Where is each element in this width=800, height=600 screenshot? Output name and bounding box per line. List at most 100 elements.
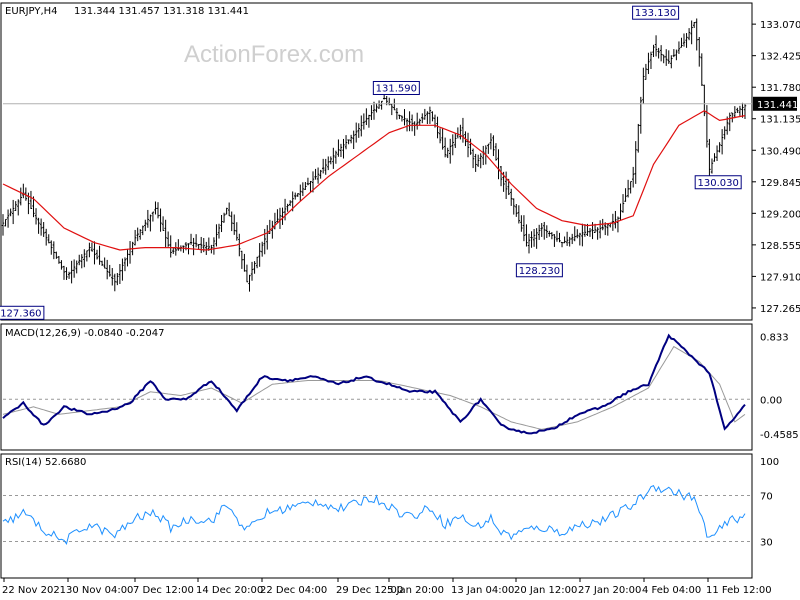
price-bar (695, 18, 698, 51)
macd-y-label: 0.833 (760, 333, 789, 344)
price-bar (263, 228, 266, 255)
price-bar (197, 244, 200, 250)
price-bar (583, 224, 587, 237)
price-bar (342, 138, 345, 159)
price-bar (90, 242, 94, 252)
price-bar (492, 135, 495, 157)
price-bar (619, 203, 622, 221)
price-bar (47, 234, 50, 244)
x-tick-label: 7 Dec 12:00 (133, 585, 194, 596)
price-bar (121, 258, 124, 281)
price-bar (314, 168, 317, 180)
price-bar (108, 264, 111, 277)
price-bar (543, 221, 546, 240)
price-bar (550, 232, 554, 240)
price-bar (537, 224, 541, 240)
macd-y-label: -0.4585 (760, 430, 799, 441)
price-bar (647, 52, 650, 75)
price-bar (626, 179, 630, 198)
price-bar (4, 218, 7, 227)
price-bar (438, 128, 442, 144)
price-bar (215, 224, 218, 247)
price-bar (443, 137, 447, 158)
price-bar (250, 261, 254, 281)
y-tick-label: 127.910 (760, 272, 800, 283)
price-bar (743, 104, 747, 120)
price-bar (55, 251, 58, 259)
rsi-panel-frame (0, 453, 753, 579)
price-bar (32, 196, 35, 218)
x-tick-label: 5 Jan 20:00 (387, 585, 444, 596)
price-bar (273, 212, 277, 230)
price-bar (113, 273, 117, 292)
price-bar (365, 108, 368, 126)
price-bar (37, 217, 40, 234)
price-bar (52, 241, 56, 260)
price-bar (253, 261, 256, 274)
price-bar (309, 180, 312, 193)
price-bar (271, 220, 274, 239)
price-bar (639, 96, 643, 134)
price-bar (418, 118, 421, 126)
price-bar (360, 115, 363, 137)
price-bar (403, 109, 406, 126)
price-bar (692, 22, 696, 28)
price-bar (454, 133, 457, 148)
price-bar (390, 103, 393, 116)
svg-text:131.441: 131.441 (757, 100, 798, 111)
price-bar (146, 209, 150, 228)
price-bar (105, 259, 109, 280)
price-bar (642, 67, 645, 104)
price-bar (240, 250, 244, 269)
price-bar (525, 224, 528, 247)
price-bar (281, 207, 284, 225)
price-bar (164, 219, 167, 248)
y-tick-label: 131.135 (760, 115, 800, 126)
price-bar (698, 37, 701, 67)
price-bar (357, 123, 360, 138)
price-bar (715, 145, 719, 162)
price-bar (395, 107, 399, 120)
price-bar (527, 233, 531, 254)
price-bar (205, 241, 208, 255)
price-bar (667, 50, 670, 64)
price-annotation: 131.590 (372, 80, 420, 95)
price-bar (288, 200, 292, 207)
price-bar (616, 216, 620, 233)
price-bar (504, 171, 508, 200)
price-bar (17, 199, 20, 216)
price-bar (708, 138, 711, 179)
price-bar (111, 268, 114, 286)
rsi-y-label: 70 (760, 492, 773, 503)
price-bar (558, 232, 561, 243)
price-bar (233, 214, 236, 235)
x-tick-label: 22 Nov 2021 (2, 585, 66, 596)
price-bar (14, 201, 17, 212)
price-bar (118, 263, 122, 284)
price-bar (301, 182, 305, 196)
price-bar (334, 150, 338, 164)
price-bar (405, 118, 409, 132)
y-tick-label: 132.425 (760, 52, 800, 63)
price-bar (672, 49, 676, 58)
price-bar (520, 215, 523, 232)
price-bar (172, 247, 175, 254)
price-bar (476, 154, 480, 167)
price-bar (474, 153, 477, 172)
svg-text:127.360: 127.360 (0, 308, 41, 319)
price-bar (144, 219, 147, 232)
price-bar (380, 100, 383, 110)
price-bar (741, 102, 744, 118)
price-bar (321, 158, 325, 174)
price-panel-frame (0, 2, 753, 321)
price-bar (220, 214, 223, 233)
y-tick-label: 133.070 (760, 20, 800, 31)
price-bar (687, 28, 691, 41)
svg-text:133.130: 133.130 (635, 8, 676, 19)
price-bar (332, 147, 335, 169)
price-bar (154, 201, 157, 215)
price-bar (60, 260, 63, 270)
price-bar (479, 153, 482, 169)
price-bar (139, 229, 142, 240)
price-bar (598, 220, 602, 239)
